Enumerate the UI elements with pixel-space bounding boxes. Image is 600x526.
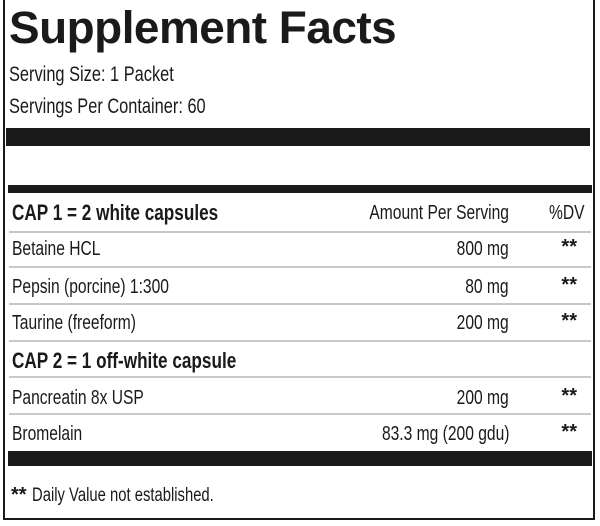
footnote: ** Daily Value not established. bbox=[11, 484, 214, 506]
label-frame bbox=[3, 0, 595, 520]
thick-divider bbox=[6, 128, 590, 146]
label-title: Supplement Facts bbox=[9, 2, 397, 53]
thick-divider bbox=[8, 451, 592, 466]
table-row: Taurine (freeform) 200 mg ** bbox=[12, 310, 577, 334]
row-separator bbox=[9, 413, 591, 415]
row-separator bbox=[9, 266, 591, 268]
table-row: Pancreatin 8x USP 200 mg ** bbox=[12, 385, 577, 409]
serving-size: Serving Size: 1 Packet bbox=[9, 63, 174, 86]
row-separator bbox=[9, 303, 591, 305]
divider bbox=[8, 185, 592, 193]
section-header-cap1: CAP 1 = 2 white capsules Amount Per Serv… bbox=[12, 200, 585, 225]
table-row: Pepsin (porcine) 1:300 80 mg ** bbox=[12, 274, 577, 298]
section-header-cap2: CAP 2 = 1 off-white capsule bbox=[12, 348, 237, 373]
row-separator bbox=[9, 340, 591, 342]
table-row: Betaine HCL 800 mg ** bbox=[12, 236, 577, 260]
servings-per-container: Servings Per Container: 60 bbox=[9, 95, 206, 118]
row-separator bbox=[9, 231, 591, 233]
row-separator bbox=[9, 376, 591, 378]
table-row: Bromelain 83.3 mg (200 gdu) ** bbox=[12, 421, 577, 445]
